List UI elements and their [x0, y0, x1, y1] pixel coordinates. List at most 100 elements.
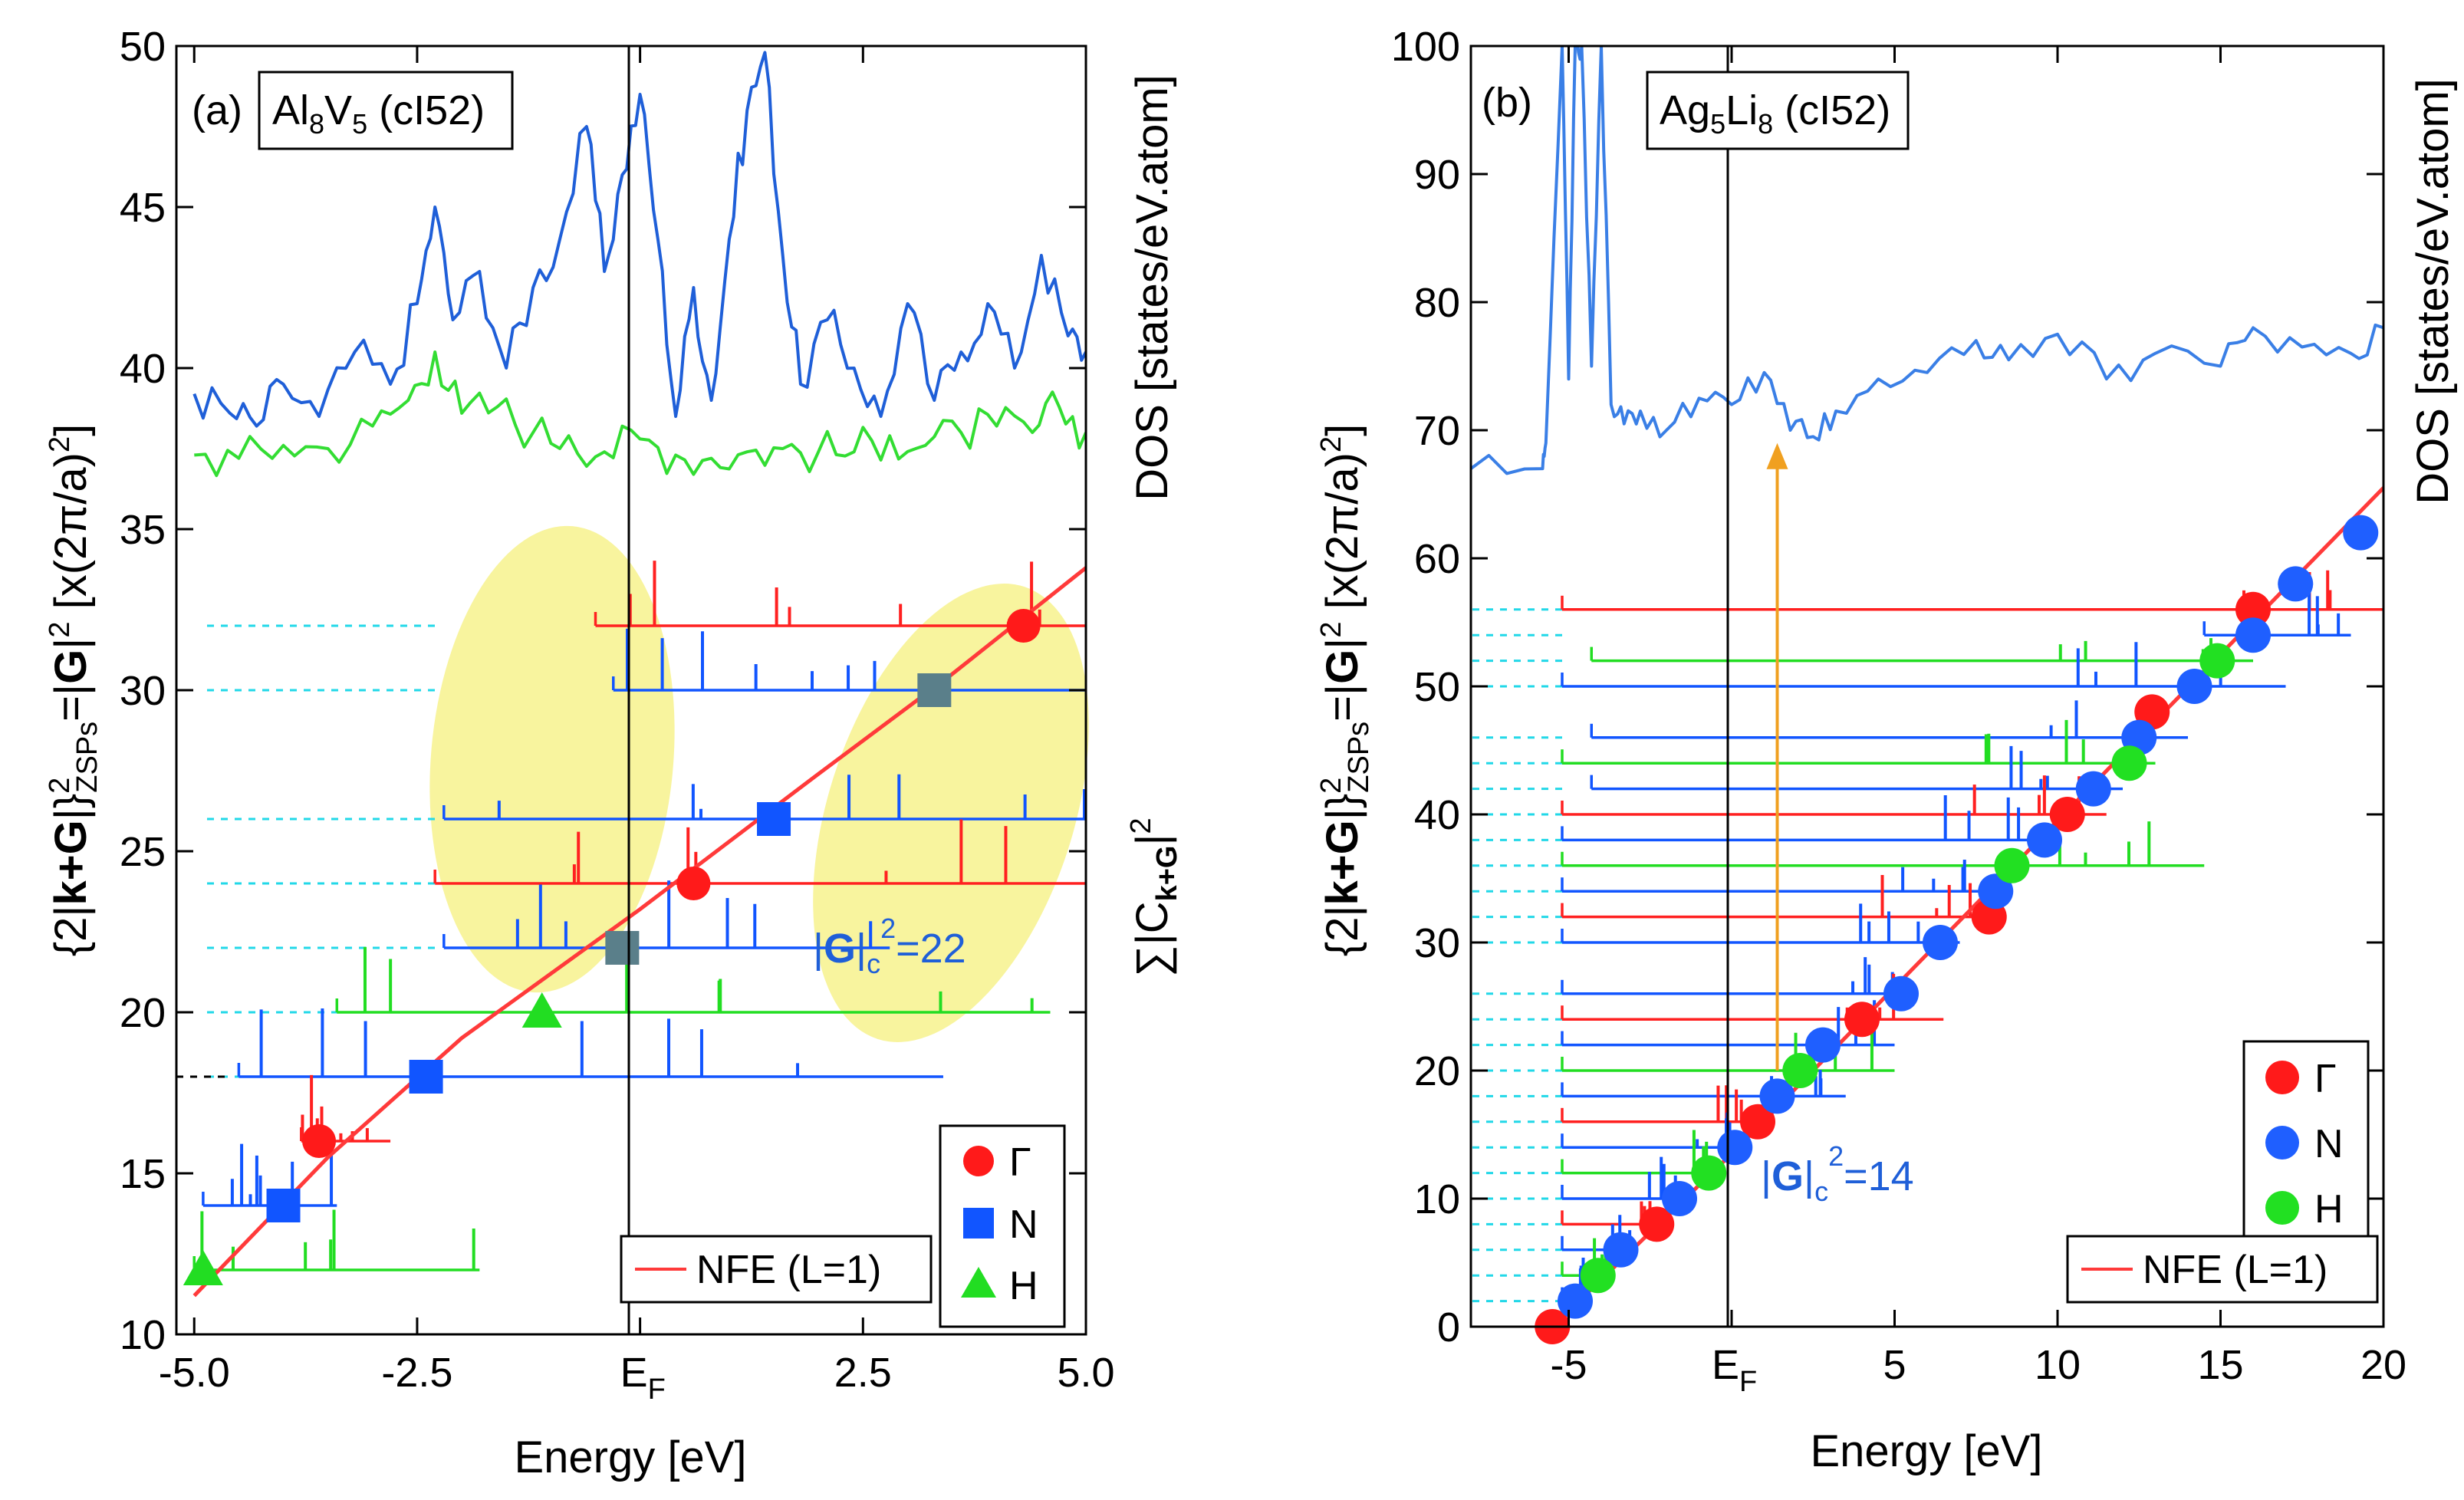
marker-n	[605, 931, 640, 965]
legend-gamma-b: Γ	[2314, 1057, 2337, 1101]
marker-n	[1558, 1283, 1593, 1319]
panel-label-b: (b)	[1482, 80, 1532, 126]
x-tick-label-sub: F	[1739, 1366, 1757, 1398]
axes-a: -5.0 -2.5 E F 2.5 5.0 10 15 20 25 30 35 40 45 50	[120, 24, 1115, 1406]
marker-h	[2111, 745, 2147, 781]
arrow-head	[1766, 442, 1788, 469]
marker-h	[1782, 1053, 1818, 1088]
marker-gamma	[2049, 797, 2085, 832]
marker-n	[917, 673, 952, 707]
y-tick-label: 70	[1414, 408, 1460, 454]
y-tick-label: 60	[1414, 536, 1460, 582]
nfe-curve	[192, 566, 1086, 1298]
marker-h	[521, 992, 562, 1028]
marker-gamma	[1006, 609, 1041, 643]
dos-total-curve	[1471, 46, 2383, 475]
marker-n	[1759, 1078, 1795, 1114]
marker-n	[2176, 669, 2212, 704]
y-tick-label: 0	[1437, 1304, 1460, 1350]
marker-h	[1994, 847, 2030, 883]
y-axis-right-bottom-label-a: ∑|Ck+G|2	[1125, 817, 1183, 976]
arrow-b	[1766, 442, 1788, 1071]
marker-h	[183, 1250, 223, 1285]
y-tick-label: 50	[1414, 664, 1460, 710]
x-axis-label-a: Energy [eV]	[514, 1433, 746, 1482]
axes-b: -5 E F 5 10 15 20 0 10 20 30 40 50 60 70 80 90 100	[1391, 24, 2406, 1398]
marker-n	[2235, 617, 2271, 653]
y-axis-right-label-b: DOS [states/eV.atom]	[2408, 78, 2458, 505]
x-tick-label: -2.5	[381, 1350, 452, 1396]
x-tick-label: 2.5	[834, 1350, 892, 1396]
annotation-a: |G|c2=22	[813, 913, 966, 979]
marker-n	[1662, 1181, 1697, 1216]
legend-nfe-label-b: NFE (L=1)	[2143, 1248, 2327, 1292]
legend-n-a: N	[1009, 1202, 1038, 1247]
coefficient-spikes	[200, 561, 1086, 1270]
dos-partial-curve	[194, 350, 1086, 478]
legend-n-b: N	[2314, 1122, 2344, 1166]
marker-n	[757, 802, 791, 836]
legend-h-b: H	[2314, 1187, 2344, 1232]
marker-n	[1978, 873, 2014, 910]
legend-b: Γ N H	[2242, 1040, 2370, 1248]
panel-a: -5.0 -2.5 E F 2.5 5.0 10 15 20 25 30 35 40 45 50 (a) A…	[44, 24, 1183, 1482]
marker-n	[1717, 1130, 1753, 1166]
x-tick-label: E	[620, 1350, 648, 1396]
legend-a: Γ N H	[939, 1124, 1066, 1328]
panel-title-box-a: (a) Al8V5 (cI52)	[192, 71, 514, 150]
marker-h	[1580, 1258, 1616, 1294]
x-tick-label: 10	[2035, 1342, 2081, 1388]
marker-n	[2343, 515, 2379, 551]
marker-gamma	[2235, 591, 2271, 627]
y-tick-label: 10	[120, 1312, 166, 1358]
x-tick-label: 5.0	[1057, 1350, 1114, 1396]
y-tick-label: 40	[120, 346, 166, 392]
y-tick-label: 80	[1414, 280, 1460, 326]
nfe-line	[192, 566, 1086, 1298]
y-tick-label: 30	[1414, 920, 1460, 966]
marker-h	[1691, 1155, 1727, 1191]
x-tick-label: E	[1712, 1342, 1739, 1388]
y-tick-label: 25	[120, 829, 166, 875]
marker-n	[2278, 566, 2314, 602]
marker-gamma	[676, 867, 711, 900]
y-tick-label: 90	[1414, 152, 1460, 198]
y-axis-right-label-a: DOS [states/eV.atom]	[1127, 74, 1177, 501]
marker-n	[2075, 771, 2111, 807]
x-tick-label: 15	[2197, 1342, 2243, 1388]
marker-n	[1603, 1232, 1639, 1268]
marker-n	[266, 1189, 301, 1222]
dos-total-curve	[192, 51, 1086, 428]
y-tick-label: 10	[1414, 1176, 1460, 1222]
marker-n	[1805, 1027, 1841, 1063]
dashed-levels	[1472, 608, 1562, 1303]
y-tick-label: 30	[120, 668, 166, 714]
y-axis-label-b: {2|k+G|}2ZSPs=|G|2 [x(2π/a)2]	[1315, 424, 1375, 957]
dos-curves	[192, 51, 1086, 478]
marker-n	[1883, 975, 1919, 1012]
marker-n	[409, 1060, 443, 1094]
marker-h	[2199, 643, 2235, 679]
panel-label-a: (a)	[192, 87, 242, 133]
zsp-markers	[1535, 515, 2379, 1344]
marker-gamma	[302, 1124, 337, 1158]
y-tick-label: 50	[120, 24, 166, 70]
marker-gamma	[1639, 1206, 1675, 1242]
zsp-levels	[1561, 595, 2383, 1303]
marker-n	[2027, 822, 2062, 858]
y-tick-label: 20	[120, 990, 166, 1036]
x-tick-label: -5.0	[159, 1350, 230, 1396]
y-tick-label: 20	[1414, 1048, 1460, 1094]
y-axis-label-a: {2|k+G|}2ZSPs=|G|2 [x(2π/a)2]	[44, 424, 104, 957]
panel-title-box-b: (b) Ag5Li8 (cI52)	[1482, 71, 1910, 150]
x-axis-label-b: Energy [eV]	[1810, 1426, 2042, 1476]
highlight-ellipses	[429, 525, 1089, 1042]
x-tick-label: -5	[1550, 1342, 1587, 1388]
dashed-levels	[176, 624, 436, 1078]
dos-curves	[1471, 46, 2383, 475]
zsp-markers	[183, 609, 1041, 1285]
legend-nfe-a: NFE (L=1)	[620, 1235, 933, 1304]
legend-nfe-b: NFE (L=1)	[2066, 1235, 2379, 1304]
legend-h-a: H	[1009, 1264, 1038, 1308]
